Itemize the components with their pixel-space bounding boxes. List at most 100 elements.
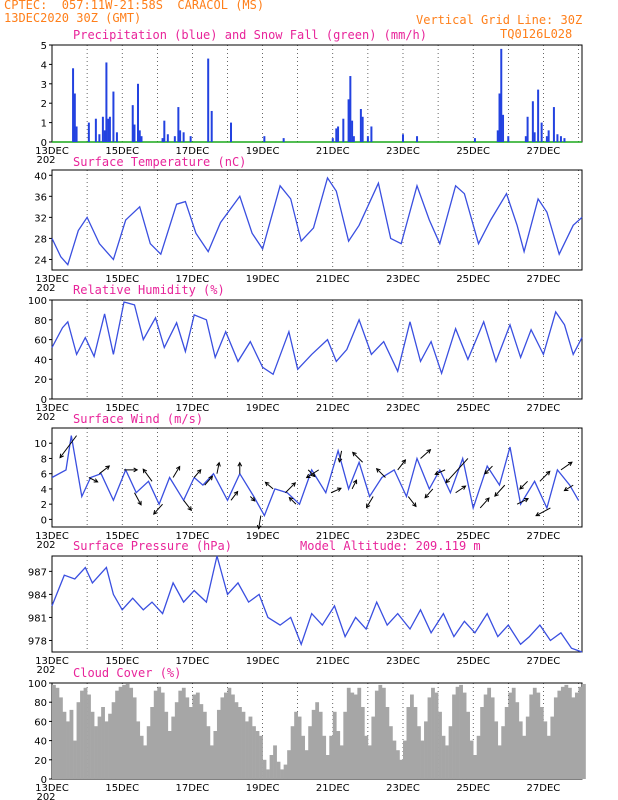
wind-y-tick-label: 2 bbox=[41, 500, 47, 511]
wind-vector-head bbox=[208, 475, 214, 481]
cloud-bar bbox=[476, 735, 481, 779]
cloud-bar bbox=[62, 711, 67, 779]
cloud-bar bbox=[371, 716, 376, 779]
cloud-y-tick-label: 60 bbox=[34, 717, 47, 728]
wind-vector bbox=[258, 515, 262, 529]
cloud-bar bbox=[297, 716, 302, 779]
wind-vector bbox=[59, 435, 77, 458]
temp-x-tick-label: 13DEC bbox=[35, 274, 69, 285]
cloud-bar bbox=[146, 726, 151, 779]
precip-bar bbox=[473, 138, 476, 142]
cloud-bar bbox=[164, 711, 169, 779]
cloud-bar bbox=[290, 726, 295, 779]
cloud-title: Cloud Cover (%) bbox=[73, 666, 182, 680]
cloud-bar bbox=[213, 731, 218, 779]
pressure-title: Surface Pressure (hPa) bbox=[73, 539, 232, 553]
cloud-bar bbox=[287, 750, 291, 779]
precip-bar bbox=[526, 116, 529, 142]
cloud-bar bbox=[143, 745, 148, 779]
cloud-bar bbox=[557, 690, 562, 779]
temp-x-tick-label: 25DEC bbox=[456, 274, 490, 285]
precip-bar bbox=[108, 116, 111, 142]
pressure-x-tick-label: 27DEC bbox=[527, 656, 561, 667]
precip-bar bbox=[361, 116, 364, 142]
wind-vector-head bbox=[535, 512, 541, 517]
precip-y-tick-label: 0 bbox=[41, 138, 47, 149]
cloud-bar bbox=[381, 687, 386, 779]
precip-bar bbox=[342, 118, 345, 142]
wind-title: Surface Wind (m/s) bbox=[73, 412, 204, 426]
precip-y-tick-label: 4 bbox=[41, 60, 47, 71]
cloud-bar bbox=[560, 686, 565, 779]
precip-bar bbox=[133, 124, 136, 142]
cloud-bar bbox=[248, 716, 253, 779]
wind-vector bbox=[397, 459, 406, 471]
precip-bar bbox=[115, 132, 118, 142]
precip-bar bbox=[94, 118, 97, 142]
wind-vector-head bbox=[264, 481, 270, 487]
temp-frame bbox=[51, 169, 583, 271]
precip-bar bbox=[75, 126, 78, 142]
rh-x-tick-label: 13DEC bbox=[35, 403, 69, 414]
wind-vector-head bbox=[424, 493, 430, 499]
precip-bar bbox=[496, 130, 499, 142]
cloud-bar bbox=[167, 731, 172, 779]
precip-bar bbox=[138, 130, 141, 142]
pressure-x-tick-label: 13DEC bbox=[35, 656, 69, 667]
cloud-bar bbox=[553, 697, 558, 779]
wind-vector-head bbox=[187, 506, 192, 512]
cloud-bar bbox=[52, 684, 56, 779]
cloud-bar bbox=[66, 721, 70, 779]
cloud-bar bbox=[181, 687, 186, 779]
precip-x-tick-label: 13DEC bbox=[35, 146, 69, 157]
wind-vector-head bbox=[545, 470, 551, 476]
precip-bar bbox=[73, 93, 76, 142]
cloud-bar bbox=[157, 686, 162, 779]
wind-vector bbox=[288, 497, 297, 505]
precip-bar bbox=[500, 48, 503, 142]
wind-vector-head bbox=[233, 490, 239, 496]
cloud-bar bbox=[108, 713, 112, 779]
cloud-bar bbox=[515, 702, 520, 779]
cloud-bar bbox=[452, 694, 456, 779]
pressure-y-tick-label: 987 bbox=[28, 567, 47, 578]
precip-bar bbox=[331, 138, 334, 142]
wind-vector bbox=[494, 484, 506, 497]
wind-vector bbox=[424, 488, 434, 499]
cloud-bar bbox=[252, 726, 256, 779]
cloud-bar bbox=[374, 690, 379, 779]
rh-y-tick-label: 0 bbox=[41, 395, 47, 406]
cloud-bar bbox=[511, 687, 516, 779]
cloud-bar bbox=[469, 740, 474, 779]
header-grid-line: Vertical Grid Line: 30Z bbox=[416, 13, 583, 27]
precip-x-tick-label: 15DEC bbox=[105, 146, 139, 157]
cloud-bar bbox=[448, 726, 453, 779]
cloud-bar bbox=[216, 709, 221, 779]
wind-vector bbox=[535, 507, 551, 517]
cloud-bar bbox=[483, 694, 488, 779]
header-source: CPTEC: 057:11W-21:58S CARACOL (MS) bbox=[4, 0, 265, 12]
cloud-x-tick-label: 21DEC bbox=[316, 783, 350, 794]
cloud-bar bbox=[97, 716, 102, 779]
cloud-bar bbox=[536, 692, 541, 779]
cloud-y-tick-label: 100 bbox=[28, 679, 47, 690]
cloud-bar bbox=[255, 731, 260, 779]
precip-bar bbox=[163, 120, 166, 142]
precip-bar bbox=[177, 107, 180, 142]
cloud-bar bbox=[462, 692, 467, 779]
rh-y-tick-label: 80 bbox=[34, 316, 47, 327]
cloud-bar bbox=[69, 709, 74, 779]
cloud-x-tick-label: 25DEC bbox=[456, 783, 490, 794]
cloud-bar bbox=[160, 692, 165, 779]
cloud-bar bbox=[80, 690, 84, 779]
model-altitude: Model Altitude: 209.119 m bbox=[300, 539, 481, 553]
cloud-bar bbox=[223, 692, 228, 779]
cloud-bar bbox=[427, 697, 432, 779]
precip-bar bbox=[101, 116, 104, 142]
precip-bar bbox=[547, 130, 550, 142]
header-code: TQ0126L028 bbox=[500, 27, 573, 41]
precip-bar bbox=[502, 114, 505, 142]
wind-vector bbox=[539, 471, 551, 482]
cloud-bar bbox=[550, 716, 555, 779]
precip-bar bbox=[545, 136, 548, 142]
